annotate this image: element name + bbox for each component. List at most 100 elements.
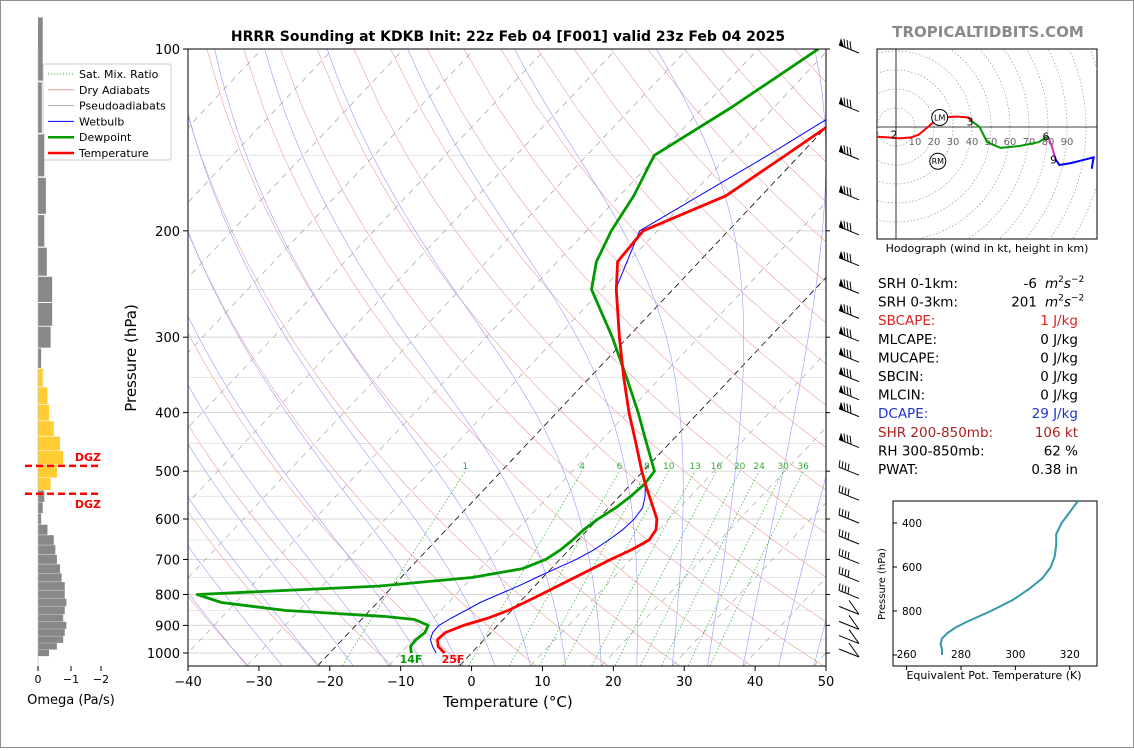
wind-barb-feather	[847, 511, 850, 519]
storm-motion-label: LM	[934, 114, 945, 123]
omega-bar	[38, 404, 50, 421]
wind-barb	[838, 600, 860, 615]
dry-adiabat	[573, 49, 826, 324]
parameter-label: MLCAPE:	[878, 332, 937, 348]
wind-barb-feather	[843, 348, 846, 357]
wind-barb-feather	[846, 328, 849, 337]
dry-adiabat	[206, 49, 680, 666]
wind-barb-feather	[846, 252, 849, 262]
wind-barb-feather	[847, 488, 850, 496]
storm-motion-marker	[931, 109, 949, 126]
isotherm	[317, 126, 826, 666]
wind-barb-staff	[838, 103, 860, 112]
wind-barb-feather	[838, 507, 841, 516]
omega-x-tick-label: −2	[93, 673, 109, 686]
pseudoadiabat	[514, 49, 684, 666]
wind-barb-feather	[847, 551, 850, 560]
mixing-ratio-line	[614, 471, 717, 666]
hodograph-plot: 10 20 30 40 50 60 70 80 90 1 2 3 69 LM RM	[877, 49, 1097, 239]
wind-barb-staff	[838, 408, 860, 418]
dry-adiabat	[280, 49, 824, 666]
brand-watermark: TROPICALTIDBITS.COM	[892, 23, 1084, 41]
hodograph-ring-label: 60	[1004, 137, 1017, 148]
skewt-background-lines	[188, 49, 826, 666]
wind-barb-pennant	[839, 144, 844, 154]
dry-adiabat	[188, 332, 465, 666]
wind-barb	[838, 642, 860, 658]
mixing-ratio-line	[661, 471, 760, 666]
wind-barb-staff	[838, 620, 860, 630]
wind-barb-staff	[838, 635, 860, 645]
x-tick-label: −10	[387, 675, 414, 690]
pseudoadiabat	[188, 443, 354, 666]
omega-panel: DGZ DGZ 0 −1 −2	[25, 17, 109, 686]
wind-barb-pennant	[839, 96, 844, 106]
wind-barb-feather	[841, 530, 844, 538]
wind-barb-staff	[838, 439, 860, 449]
pseudoadiabat	[188, 545, 283, 666]
mixing-ratio-label: 24	[753, 462, 765, 472]
wind-barb-feather	[849, 222, 852, 232]
y-tick-label: 500	[155, 465, 180, 480]
theta-e-axes: 260 280 300 320 400 600 800	[893, 518, 1080, 670]
omega-bar	[38, 643, 57, 650]
wind-barb-feather	[846, 403, 849, 413]
wind-barb-pennant	[839, 326, 844, 336]
mixing-ratio-label: 30	[777, 462, 789, 472]
omega-bar	[38, 598, 67, 607]
omega-bar	[38, 326, 51, 348]
skewt-legend: Sat. Mix. Ratio Dry Adiabats Pseudoadiabat…	[42, 63, 172, 161]
omega-bar	[38, 215, 45, 247]
wind-barb-pennant	[839, 278, 844, 288]
wind-barb-feather	[838, 528, 841, 537]
hodograph-ring-label: 30	[947, 137, 960, 148]
isotherm	[246, 51, 826, 666]
isotherm	[188, 49, 475, 354]
wind-barb-feather	[849, 329, 852, 338]
omega-bar	[38, 464, 57, 478]
theta-e-x-axis-label: Equivalent Pot. Temperature (K)	[906, 669, 1081, 682]
skewt-frame	[187, 48, 827, 667]
pseudoadiabat	[813, 619, 826, 666]
pseudoadiabat	[214, 49, 531, 666]
wind-barb	[838, 366, 860, 383]
omega-bar	[38, 276, 53, 302]
omega-bar	[38, 535, 54, 545]
legend-entry: Dewpoint	[79, 131, 132, 144]
wind-barb-pennant	[839, 347, 844, 357]
legend-entry: Sat. Mix. Ratio	[79, 68, 159, 81]
wind-barb	[838, 326, 860, 342]
sounding-parameters: SRH 0-1km: -6 m2s−2 SRH 0-3km: 201 m2s−2 SBCAP…	[878, 275, 1084, 478]
x-tick-label: 50	[818, 675, 835, 690]
pseudoadiabat	[407, 49, 638, 666]
wind-barb-feather	[849, 306, 852, 316]
wind-barb-staff	[838, 226, 860, 236]
wind-barb-feather	[847, 532, 850, 540]
wind-barb-staff	[838, 353, 860, 363]
chart-title: HRRR Sounding at KDKB Init: 22z Feb 04 […	[231, 29, 785, 45]
pseudoadiabat	[188, 111, 496, 666]
pseudoadiabat	[188, 230, 460, 666]
wind-barb-feather	[841, 584, 844, 592]
wind-barb-feather	[849, 281, 852, 291]
pseudoadiabat	[188, 496, 318, 666]
y-tick-label: 100	[155, 43, 180, 58]
parameter-label: SHR 200-850mb:	[878, 425, 993, 441]
mixing-ratio-line	[468, 471, 583, 666]
wind-barb-pennant	[839, 250, 844, 260]
dry-adiabat	[500, 49, 826, 406]
storm-motion-marker	[929, 152, 947, 170]
x-tick-label: 10	[534, 675, 551, 690]
mixing-ratio-line	[538, 471, 648, 666]
wind-barb-staff	[838, 535, 860, 545]
wind-barb-staff	[838, 514, 860, 524]
pseudoadiabat	[264, 49, 567, 666]
omega-bar	[38, 477, 51, 490]
parameter-value: 201	[1011, 295, 1037, 311]
hodograph-height-label: 3	[967, 115, 974, 128]
wind-barb-feather	[843, 367, 846, 377]
wind-barb-feather	[844, 510, 847, 518]
theta-e-y-axis-label: Pressure (hPa)	[877, 548, 888, 620]
omega-bar	[38, 177, 46, 214]
x-tick-label: −30	[245, 675, 272, 690]
